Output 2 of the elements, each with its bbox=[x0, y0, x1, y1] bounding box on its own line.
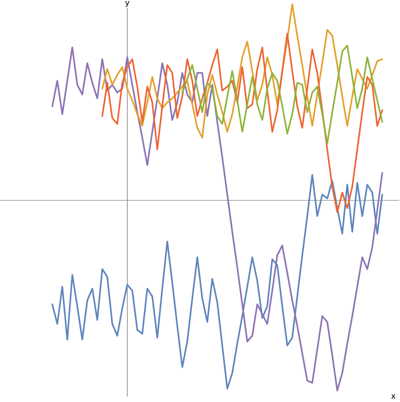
x-axis-title: x bbox=[391, 394, 396, 399]
y-axis-title: y bbox=[125, 1, 130, 8]
